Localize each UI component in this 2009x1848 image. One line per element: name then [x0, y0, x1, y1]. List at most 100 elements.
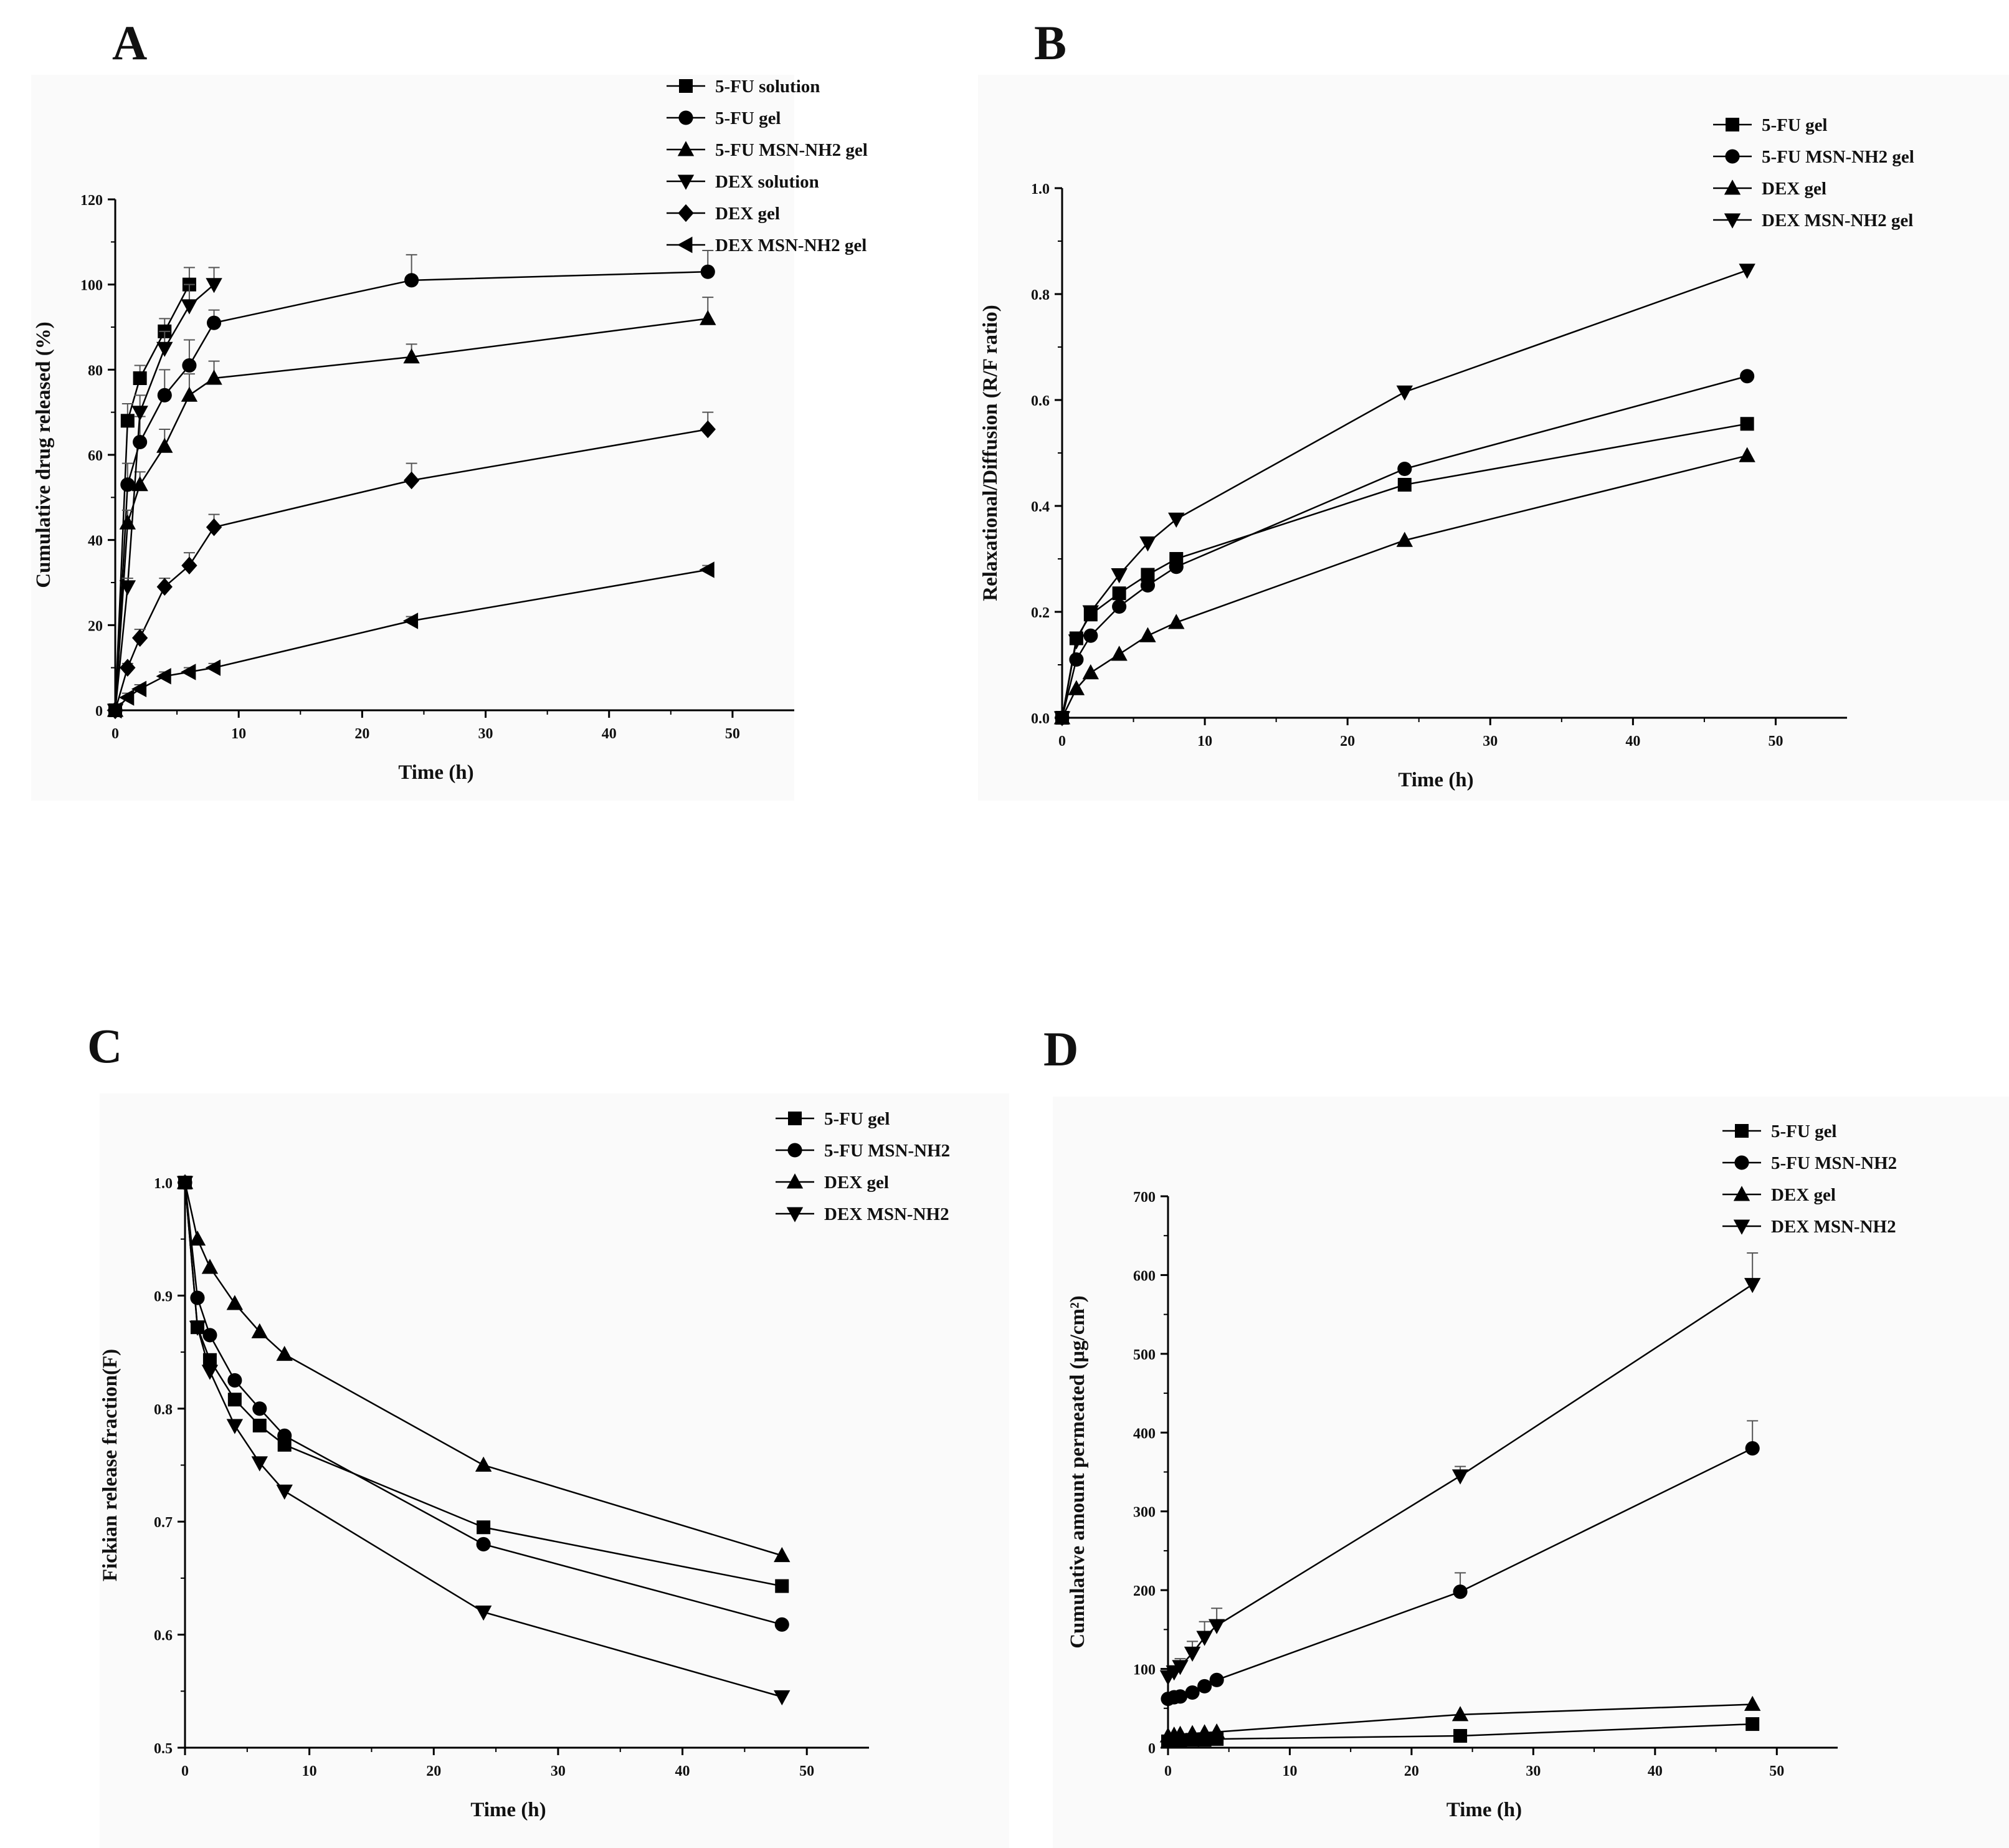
y-tick-label: 400	[1133, 1426, 1156, 1442]
data-point	[131, 680, 147, 698]
legend-marker	[1726, 118, 1739, 131]
y-tick-label: 0.5	[154, 1741, 173, 1757]
data-point	[1172, 1660, 1189, 1675]
panel-b: B 0 10 20 30 40 50 0.0 0.2 0.4 0.6 0.8 1.0 Time (h) Re…	[978, 16, 2009, 801]
data-point	[1209, 1672, 1224, 1687]
data-point	[700, 420, 716, 439]
legend: 5-FU gel 5-FU MSN-NH2 DEX gel DEX MSN-NH2	[776, 1109, 950, 1224]
data-point	[774, 1690, 791, 1706]
data-point	[1451, 1706, 1469, 1722]
y-tick-label: 0.8	[154, 1402, 173, 1418]
data-point	[774, 1617, 789, 1632]
data-point	[1453, 1729, 1468, 1743]
legend-label: 5-FU gel	[1771, 1122, 1837, 1141]
data-point	[476, 1536, 491, 1552]
x-tick-label: 30	[1483, 733, 1498, 750]
data-point	[775, 1579, 789, 1593]
legend-label: 5-FU MSN-NH2 gel	[715, 140, 868, 160]
x-tick-label: 30	[478, 726, 493, 742]
data-point	[206, 369, 222, 385]
legend-label: DEX MSN-NH2 gel	[715, 236, 867, 255]
legend-marker	[1725, 149, 1740, 164]
panel-letter: C	[87, 1019, 122, 1073]
legend-label: 5-FU solution	[715, 77, 820, 97]
legend-label: DEX gel	[1771, 1185, 1836, 1205]
data-point	[156, 341, 173, 357]
legend-label: DEX solution	[715, 172, 819, 192]
x-tick-label: 10	[231, 726, 246, 742]
data-point	[252, 1401, 267, 1416]
data-point	[1112, 599, 1127, 614]
data-point	[251, 1456, 268, 1472]
x-tick-label: 0	[112, 726, 119, 742]
data-point	[403, 348, 420, 364]
data-point	[1740, 369, 1755, 384]
y-tick-label: 0.9	[154, 1288, 173, 1305]
data-point	[1396, 531, 1413, 547]
y-tick-label: 0.0	[1031, 711, 1050, 727]
data-point	[1745, 1717, 1760, 1731]
panel-background	[978, 75, 2009, 801]
data-point	[120, 414, 135, 428]
data-point	[181, 386, 198, 402]
x-tick-label: 40	[1648, 1763, 1663, 1779]
data-point	[1169, 560, 1184, 574]
x-tick-label: 40	[602, 726, 617, 742]
y-axis-title: Cumulative amount permeated (μg/cm²)	[1066, 1295, 1089, 1649]
y-tick-label: 100	[1133, 1662, 1156, 1679]
data-point	[252, 1419, 267, 1433]
y-tick-label: 60	[88, 448, 103, 464]
panel-letter: D	[1043, 1022, 1078, 1076]
y-tick-label: 40	[88, 533, 103, 550]
x-tick-label: 10	[1282, 1763, 1297, 1779]
data-point	[1196, 1631, 1213, 1646]
legend-label: DEX gel	[1762, 179, 1826, 199]
series-2	[1159, 1695, 1761, 1743]
data-point	[1208, 1723, 1225, 1739]
data-point	[1111, 645, 1128, 661]
data-point	[120, 477, 135, 492]
data-point	[1139, 627, 1156, 642]
x-tick-label: 20	[426, 1763, 441, 1779]
data-point	[276, 1484, 293, 1500]
data-point	[226, 1419, 244, 1434]
data-point	[1397, 461, 1412, 477]
data-point	[206, 278, 222, 293]
data-point	[1168, 512, 1185, 528]
data-point	[226, 1295, 244, 1310]
legend-marker	[788, 1112, 802, 1125]
data-point	[403, 471, 420, 490]
series-3	[176, 1176, 791, 1706]
x-tick-label: 0	[1164, 1763, 1172, 1779]
series-3	[1053, 264, 1755, 726]
data-point	[1744, 1278, 1761, 1293]
data-point	[404, 273, 419, 288]
data-point	[1745, 1441, 1760, 1456]
series-line	[114, 318, 708, 711]
x-tick-label: 50	[1769, 1763, 1784, 1779]
x-tick-label: 40	[675, 1763, 690, 1779]
legend-label: DEX MSN-NH2	[1771, 1217, 1896, 1237]
x-tick-label: 0	[1058, 733, 1066, 750]
data-point	[1196, 1724, 1213, 1740]
legend-marker	[786, 1173, 804, 1189]
y-axis-title: Fickian release fraction(F)	[99, 1349, 121, 1581]
data-point	[774, 1546, 791, 1563]
data-point	[133, 371, 147, 385]
panel-background	[1053, 1097, 2009, 1848]
x-tick-label: 20	[1404, 1763, 1419, 1779]
legend-label: DEX MSN-NH2	[824, 1204, 949, 1224]
data-point	[1197, 1679, 1212, 1693]
data-point	[156, 668, 171, 685]
data-point	[120, 659, 136, 677]
data-point	[176, 1176, 194, 1191]
x-tick-label: 40	[1625, 733, 1640, 750]
series-line	[114, 270, 708, 711]
legend-marker	[1734, 1155, 1749, 1170]
data-point	[1739, 447, 1755, 462]
data-point	[1451, 1469, 1469, 1485]
data-point	[1140, 578, 1156, 593]
data-point	[1185, 1685, 1200, 1700]
panel-background	[100, 1093, 1009, 1848]
